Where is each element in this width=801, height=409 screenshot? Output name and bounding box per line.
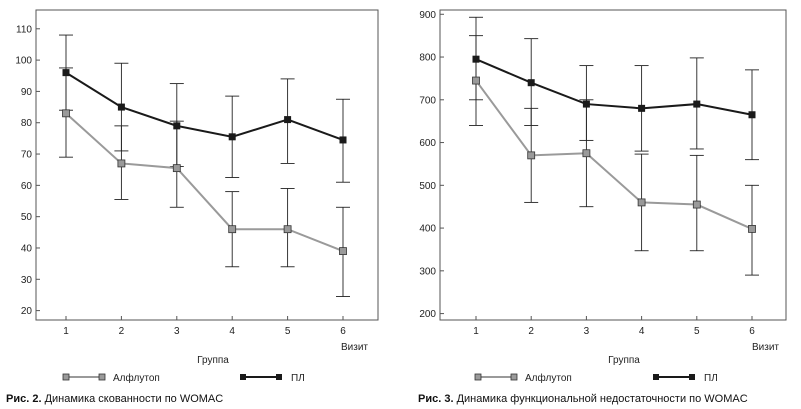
y-tick-label: 30 — [21, 275, 33, 286]
x-axis-label: Визит — [752, 342, 779, 353]
data-point-pl — [527, 79, 535, 87]
caption-number: Рис. 3. — [418, 393, 454, 405]
y-tick-label: 700 — [419, 95, 436, 106]
legend-marker-alflutop — [62, 373, 70, 381]
legend-marker-alflutop — [98, 373, 106, 381]
figure-caption: Рис. 2. Динамика скованности по WOMAC — [6, 393, 223, 405]
data-point-pl — [62, 69, 70, 77]
series-line-pl — [65, 71, 344, 141]
data-point-pl — [339, 136, 347, 144]
y-tick-label: 300 — [419, 266, 436, 277]
plot-frame — [439, 9, 787, 321]
data-point-pl — [228, 133, 236, 141]
series-line-alflutop — [65, 112, 344, 253]
data-point-alflutop — [692, 200, 701, 209]
data-point-pl — [638, 104, 646, 112]
y-tick-label: 100 — [15, 56, 32, 67]
legend-marker-alflutop — [510, 373, 518, 381]
x-tick-label: 4 — [229, 326, 235, 337]
x-tick-label: 5 — [285, 326, 291, 337]
chart-stiffness: 20 30 40 50 60 70 80 90 100 110 1 2 3 4 5 6 Визит Групп… — [6, 9, 379, 405]
x-tick-label: 4 — [639, 326, 645, 337]
data-point-pl — [693, 100, 701, 108]
legend-marker-alflutop — [474, 373, 482, 381]
x-tick-label: 3 — [584, 326, 590, 337]
legend-marker-pl — [689, 374, 695, 380]
y-tick-label: 500 — [419, 181, 436, 192]
series-line-alflutop — [475, 79, 753, 230]
legend-label-alflutop: Алфлутоп — [525, 372, 572, 384]
data-point-alflutop — [62, 109, 70, 118]
y-tick-label: 110 — [16, 24, 32, 35]
y-tick-label: 600 — [419, 138, 436, 149]
y-tick-label: 20 — [21, 306, 33, 317]
data-point-alflutop — [117, 159, 126, 168]
y-tick-label: 40 — [21, 243, 33, 254]
data-point-alflutop — [748, 225, 756, 233]
x-tick-label: 6 — [340, 326, 346, 337]
y-tick-label: 50 — [21, 212, 33, 223]
x-tick-label: 1 — [473, 326, 479, 337]
data-point-alflutop — [472, 76, 480, 85]
caption-text: Динамика функциональной недостаточности … — [457, 393, 748, 405]
data-point-pl — [173, 122, 181, 130]
data-point-alflutop — [339, 247, 347, 256]
y-tick-label: 400 — [419, 224, 436, 235]
legend-label-pl: ПЛ — [704, 373, 718, 384]
plot-frame — [35, 9, 379, 321]
chart-function: 200 300 400 500 600 700 800 900 1 2 3 4 5 6 Визит Гру… — [418, 9, 787, 405]
caption-number: Рис. 2. — [6, 393, 42, 405]
legend: Алфлутоп ПЛ — [62, 372, 305, 384]
y-tick-label: 900 — [419, 10, 436, 21]
data-point-pl — [582, 100, 590, 108]
legend-marker-pl — [653, 374, 659, 380]
data-point-pl — [117, 103, 125, 111]
caption-text: Динамика скованности по WOMAC — [45, 393, 224, 405]
data-point-alflutop — [172, 164, 181, 173]
data-point-alflutop — [283, 225, 292, 234]
data-point-pl — [472, 55, 480, 63]
series-line-pl — [475, 58, 753, 116]
data-point-alflutop — [582, 149, 591, 158]
data-point-pl — [284, 116, 292, 124]
legend-marker-pl — [276, 374, 282, 380]
y-tick-label: 200 — [419, 309, 436, 320]
y-tick-label: 80 — [21, 118, 33, 129]
legend-label-alflutop: Алфлутоп — [113, 372, 160, 384]
legend-title: Группа — [197, 355, 229, 366]
y-tick-label: 800 — [419, 53, 436, 64]
y-tick-label: 60 — [21, 181, 33, 192]
data-point-alflutop — [637, 198, 646, 207]
legend-label-pl: ПЛ — [291, 373, 305, 384]
y-tick-label: 70 — [21, 150, 33, 161]
x-tick-label: 6 — [749, 326, 755, 337]
x-tick-label: 1 — [63, 326, 69, 337]
x-axis-label: Визит — [341, 342, 368, 353]
legend: Алфлутоп ПЛ — [474, 372, 718, 384]
x-tick-label: 2 — [528, 326, 534, 337]
y-tick-label: 90 — [21, 87, 33, 98]
data-point-alflutop — [228, 225, 237, 234]
x-tick-label: 2 — [119, 326, 125, 337]
legend-title: Группа — [608, 355, 640, 366]
data-point-pl — [748, 111, 756, 119]
x-tick-label: 3 — [174, 326, 180, 337]
legend-marker-pl — [240, 374, 246, 380]
figure-caption: Рис. 3. Динамика функциональной недостат… — [418, 393, 748, 405]
x-tick-label: 5 — [694, 326, 700, 337]
data-point-alflutop — [527, 151, 536, 160]
